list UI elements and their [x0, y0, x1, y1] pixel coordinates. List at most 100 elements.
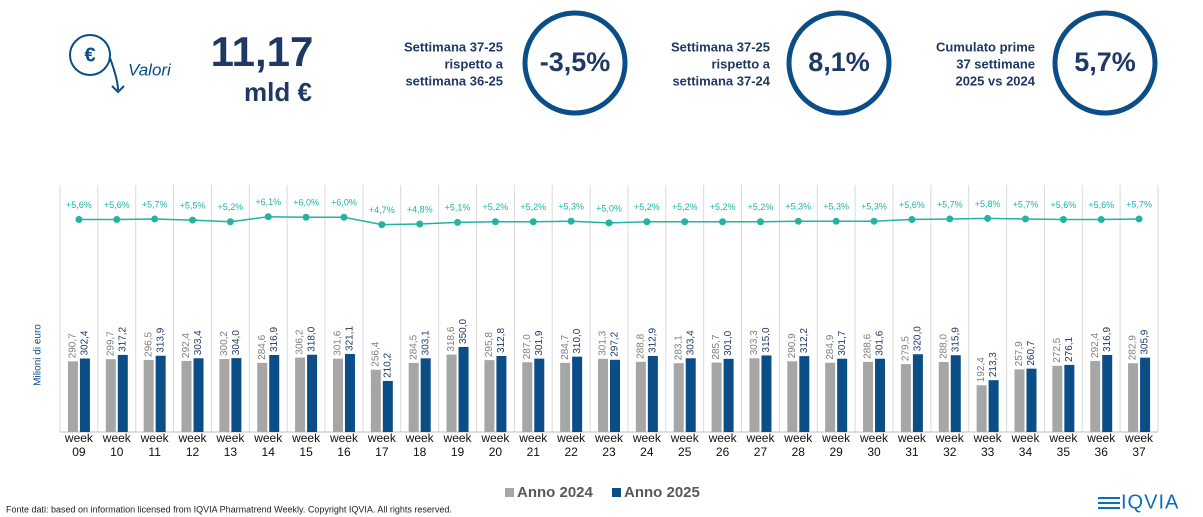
x-tick-label: week 31: [897, 431, 927, 459]
x-tick-label: week 15: [291, 431, 321, 459]
bar-value-label: 301,0: [723, 330, 734, 355]
bar: [723, 358, 734, 432]
bar-value-label: 282,9: [1128, 335, 1139, 360]
bar-value-label: 316,9: [1102, 327, 1113, 352]
x-tick-label: week 12: [178, 431, 208, 459]
bar: [976, 385, 987, 432]
bar-value-label: 318,6: [446, 326, 457, 351]
bar-value-label: 301,3: [598, 330, 609, 355]
bar-value-label: 288,6: [863, 333, 874, 358]
x-tick-label: week 33: [973, 431, 1003, 459]
line-value-label: +5,3%: [785, 202, 811, 212]
line-point: [984, 214, 992, 222]
bar-value-label: 300,2: [219, 331, 230, 356]
bar: [1102, 354, 1113, 432]
bar-value-label: 256,4: [370, 341, 381, 366]
bar: [863, 361, 874, 432]
bar: [420, 358, 431, 432]
line-point: [870, 217, 878, 225]
bar: [875, 358, 886, 432]
bar: [269, 354, 280, 432]
bar-value-label: 260,7: [1026, 340, 1037, 365]
bar-value-label: 301,9: [534, 330, 545, 355]
kpi-label: settimana 37-24: [672, 73, 770, 88]
kpi-label: Cumulato prime: [936, 39, 1035, 54]
line-point: [491, 218, 499, 226]
bar-value-label: 192,4: [976, 357, 987, 382]
line-value-label: +4,7%: [369, 205, 395, 215]
bar-value-label: 210,2: [382, 352, 393, 377]
bar-value-label: 321,1: [345, 326, 356, 351]
bar: [307, 354, 318, 432]
bar-value-label: 320,0: [913, 326, 924, 351]
total-value: 11,17: [211, 28, 314, 75]
bar: [496, 355, 507, 432]
bar-value-label: 312,9: [648, 328, 659, 353]
total-unit: mld €: [244, 77, 312, 107]
kpi-label: 37 settimane: [956, 56, 1035, 71]
bar: [534, 358, 545, 432]
y-axis-label: Milioni di euro: [33, 324, 44, 386]
bar: [711, 362, 722, 432]
bar: [181, 360, 192, 432]
line-point: [1021, 215, 1029, 223]
bar-value-label: 296,5: [143, 331, 154, 356]
bar-value-label: 312,2: [799, 328, 810, 353]
bar: [295, 357, 306, 432]
line-point: [605, 219, 613, 227]
bar-value-label: 292,4: [181, 332, 192, 357]
bar-value-label: 284,7: [560, 334, 571, 359]
line-point: [378, 221, 386, 229]
bar-value-label: 272,5: [1052, 337, 1063, 362]
bar-value-label: 292,4: [1090, 332, 1101, 357]
bar-value-label: 284,9: [825, 334, 836, 359]
bar: [67, 361, 78, 432]
kpi-label: settimana 36-25: [405, 73, 503, 88]
bar-value-label: 303,3: [749, 330, 760, 355]
line-value-label: +5,2%: [634, 202, 660, 212]
kpi-value: 5,7%: [1074, 47, 1136, 77]
line-point: [416, 220, 424, 228]
bar: [155, 355, 166, 432]
line-value-label: +5,6%: [104, 200, 130, 210]
bar-value-label: 284,6: [257, 334, 268, 359]
bar-value-label: 299,7: [105, 331, 116, 356]
bar-value-label: 312,8: [496, 328, 507, 353]
bar-value-label: 257,9: [1014, 341, 1025, 366]
bar-value-label: 316,9: [269, 327, 280, 352]
x-tick-label: week 20: [480, 431, 510, 459]
x-tick-label: week 34: [1010, 431, 1040, 459]
line-point: [264, 213, 272, 221]
kpi-label: rispetto a: [711, 56, 770, 71]
bar-value-label: 310,0: [572, 328, 583, 353]
bar-value-label: 288,0: [938, 334, 949, 359]
line-point: [75, 216, 83, 224]
bar-value-label: 290,9: [787, 333, 798, 358]
line-value-label: +5,7%: [1013, 199, 1039, 209]
bar-value-label: 284,5: [408, 334, 419, 359]
x-tick-label: week 14: [253, 431, 283, 459]
line-point: [1059, 216, 1067, 224]
x-tick-label: week 37: [1124, 431, 1154, 459]
bar: [988, 380, 999, 432]
bar: [825, 362, 836, 432]
bar: [787, 361, 798, 432]
bar-value-label: 317,2: [117, 326, 128, 351]
line-value-label: +5,2%: [483, 202, 509, 212]
bar-value-label: 303,4: [193, 330, 204, 355]
line-point: [794, 217, 802, 225]
logo: IQVIA: [1098, 491, 1178, 513]
kpi-circle: [786, 10, 892, 116]
x-tick-label: week 24: [632, 431, 662, 459]
bar-value-label: 313,9: [155, 327, 166, 352]
bar-value-label: 301,7: [837, 330, 848, 355]
x-tick-label: week 30: [859, 431, 889, 459]
line-point: [908, 216, 916, 224]
legend-swatch: [612, 488, 621, 497]
line-point: [226, 218, 234, 226]
line-point: [454, 218, 462, 226]
x-tick-label: week 25: [670, 431, 700, 459]
bar-value-label: 290,7: [68, 333, 79, 358]
line-value-label: +5,8%: [975, 199, 1001, 209]
